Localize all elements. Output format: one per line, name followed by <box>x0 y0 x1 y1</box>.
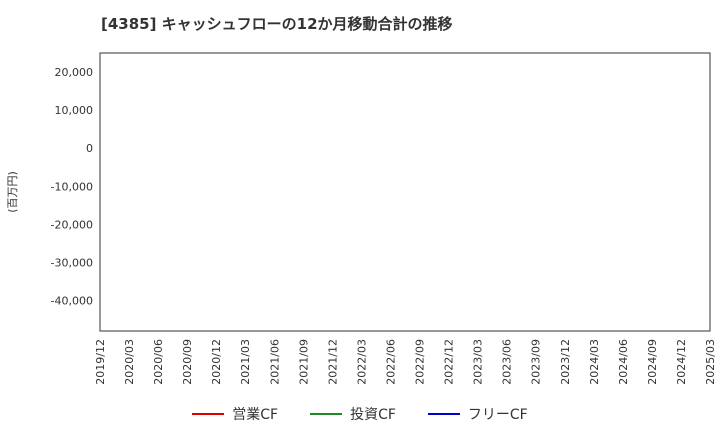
y-tick-label: 0 <box>86 142 93 155</box>
legend-label: フリーCF <box>467 407 528 423</box>
x-tick-label: 2021/12 <box>326 339 339 385</box>
x-tick-label: 2024/12 <box>675 339 688 385</box>
x-tick-label: 2020/03 <box>123 339 136 385</box>
x-tick-label: 2024/03 <box>588 339 601 385</box>
legend: 営業CF 投資CF フリーCF <box>0 402 720 426</box>
x-tick-label: 2024/09 <box>646 339 659 385</box>
chart-title: [4385] キャッシュフローの12か月移動合計の推移 <box>101 15 453 33</box>
axis-layer: 2019/12 2020/03 2020/06 2020/09 2020/12 2021/… <box>51 52 717 385</box>
y-tick-label: 20,000 <box>55 66 94 79</box>
y-axis-label: (百万円) <box>6 171 19 213</box>
x-tick-label: 2020/09 <box>181 339 194 385</box>
x-tick-label: 2024/06 <box>617 339 630 385</box>
legend-label: 営業CF <box>232 407 279 423</box>
x-tick-label: 2022/03 <box>355 339 368 385</box>
x-tick-label: 2025/03 <box>704 339 717 385</box>
x-tick-label: 2020/06 <box>152 339 165 385</box>
legend-swatch <box>427 413 460 415</box>
legend-item-1: 投資CF <box>310 404 396 424</box>
y-tick-label: 10,000 <box>55 104 94 117</box>
y-tick-label: -30,000 <box>51 256 93 269</box>
x-tick-label: 2021/09 <box>297 339 310 385</box>
x-tick-label: 2021/06 <box>268 339 281 385</box>
y-tick-label: -20,000 <box>51 218 93 231</box>
legend-label: 投資CF <box>350 407 396 423</box>
y-tick-label: -10,000 <box>51 180 93 193</box>
x-tick-label: 2023/09 <box>530 339 543 385</box>
legend-swatch <box>192 413 225 415</box>
y-tick-label: -40,000 <box>51 295 93 308</box>
x-tick-label: 2021/03 <box>239 339 252 385</box>
x-tick-label: 2022/06 <box>384 339 397 385</box>
x-tick-label: 2023/06 <box>501 339 514 385</box>
plot-frame <box>99 52 711 332</box>
legend-swatch <box>310 413 343 415</box>
x-tick-label: 2019/12 <box>94 339 107 385</box>
x-tick-label: 2023/03 <box>472 339 485 385</box>
x-tick-label: 2022/12 <box>443 339 456 385</box>
x-tick-label: 2022/09 <box>414 339 427 385</box>
x-tick-label: 2020/12 <box>210 339 223 385</box>
legend-item-0: 営業CF <box>192 404 278 424</box>
x-tick-label: 2023/12 <box>559 339 572 385</box>
legend-item-2: フリーCF <box>427 404 528 424</box>
